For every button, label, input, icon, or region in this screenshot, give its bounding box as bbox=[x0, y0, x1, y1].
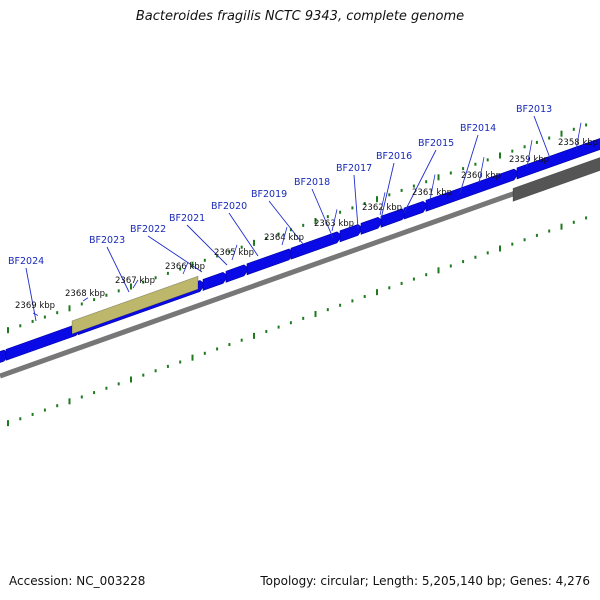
gene-label: BF2021 bbox=[169, 213, 205, 224]
gene-leader bbox=[533, 115, 551, 159]
scale-leader bbox=[132, 279, 139, 289]
gene-leader bbox=[403, 149, 437, 214]
scale-labels: 2358 kbp 2359 kbp 2360 kbp 2361 kbp 2362 kbp… bbox=[15, 122, 598, 316]
gene-leader bbox=[268, 200, 304, 245]
cds-arrow bbox=[225, 264, 250, 283]
outer-tick-row bbox=[7, 123, 588, 334]
cds-arrow bbox=[290, 231, 343, 260]
scale-label: 2363 kbp bbox=[314, 219, 354, 229]
scale-label: 2366 kbp bbox=[165, 262, 205, 272]
olive-feature bbox=[71, 275, 199, 335]
gene-leader bbox=[25, 267, 37, 322]
cds-arrow bbox=[360, 216, 384, 235]
scale-leader bbox=[331, 209, 338, 232]
gene-label: BF2017 bbox=[336, 163, 372, 174]
scale-label: 2367 kbp bbox=[115, 276, 155, 286]
scale-leader bbox=[379, 192, 386, 216]
gene-leader bbox=[186, 224, 228, 266]
scale-label: 2359 kbp bbox=[509, 155, 549, 165]
scale-label: 2358 kbp bbox=[558, 138, 598, 148]
scale-leader bbox=[32, 312, 39, 316]
cds-arrow bbox=[202, 271, 229, 291]
backbone bbox=[0, 160, 600, 379]
inner-tick-row bbox=[7, 216, 588, 427]
backbone-line bbox=[0, 160, 600, 379]
map-title: Bacteroides fragilis NCTC 9343, complete… bbox=[135, 9, 465, 24]
scale-leader bbox=[575, 122, 582, 151]
scale-leader bbox=[82, 297, 89, 302]
scale-label: 2368 kbp bbox=[65, 289, 105, 299]
scale-label: 2360 kbp bbox=[461, 171, 501, 181]
cds-arrow bbox=[403, 200, 429, 220]
gene-label: BF2018 bbox=[294, 177, 330, 188]
scale-leader bbox=[281, 227, 288, 246]
feature-track bbox=[71, 157, 600, 335]
gene-leader bbox=[311, 188, 334, 239]
gene-label: BF2015 bbox=[418, 138, 454, 149]
scale-leader bbox=[478, 157, 485, 184]
gene-label: BF2023 bbox=[89, 235, 125, 246]
dark-feature bbox=[512, 157, 600, 202]
gene-labels: BF2013 BF2014 BF2015 BF2016 BF2017 BF2018 BF20… bbox=[8, 104, 552, 267]
scale-leader bbox=[429, 174, 436, 201]
gene-leader bbox=[380, 162, 395, 220]
gene-leader bbox=[228, 212, 259, 257]
cds-arrow bbox=[5, 324, 82, 361]
gene-label: BF2016 bbox=[376, 151, 412, 162]
cds-track bbox=[0, 138, 600, 363]
gene-label: BF2024 bbox=[8, 256, 44, 267]
gene-label: BF2019 bbox=[251, 189, 287, 200]
scale-leader bbox=[182, 262, 189, 275]
cds-arrow bbox=[425, 168, 520, 212]
scale-leader bbox=[231, 244, 238, 261]
tick-rows bbox=[7, 123, 588, 427]
gene-leader bbox=[147, 235, 203, 273]
gene-leader bbox=[106, 246, 130, 293]
leader-lines bbox=[25, 115, 551, 322]
gene-leader bbox=[353, 174, 359, 229]
scale-label: 2369 kbp bbox=[15, 301, 55, 311]
accession-label: Accession: NC_003228 bbox=[9, 574, 146, 588]
cds-arrow bbox=[339, 224, 364, 243]
gene-label: BF2013 bbox=[516, 104, 552, 115]
scale-leader bbox=[526, 140, 533, 168]
scale-label: 2361 kbp bbox=[412, 188, 452, 198]
gene-label: BF2014 bbox=[460, 123, 496, 134]
gene-label: BF2022 bbox=[130, 224, 166, 235]
gene-label: BF2020 bbox=[211, 201, 247, 212]
topology-label: Topology: circular; Length: 5,205,140 bp… bbox=[260, 574, 590, 588]
scale-label: 2362 kbp bbox=[362, 203, 402, 213]
gene-leader bbox=[459, 134, 479, 194]
cds-arrow bbox=[516, 138, 600, 180]
